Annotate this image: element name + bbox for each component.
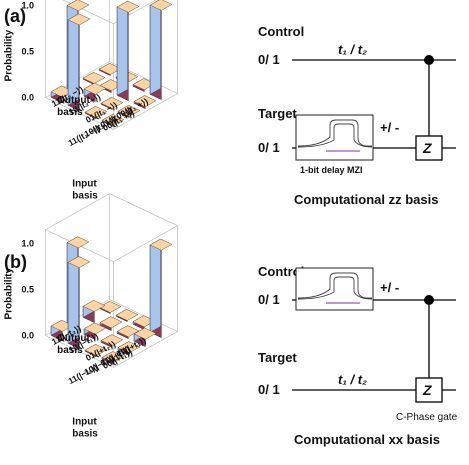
sign-label-a: +/ - — [380, 120, 399, 135]
target-label-a: Target — [258, 106, 297, 121]
input-axis-title: basis — [72, 429, 98, 440]
gate-caption-b: C-Phase gate — [396, 412, 458, 423]
output-axis-title: basis — [57, 345, 83, 356]
bar-3-1 — [84, 343, 108, 357]
output-axis-title: basis — [57, 107, 83, 118]
bar-2-0 — [117, 104, 141, 118]
z-tick-label: 0.5 — [22, 47, 35, 57]
input-axis-title: Input — [72, 417, 97, 428]
bar-3-3 — [50, 85, 74, 103]
time-label-a: t₁ / t₂ — [338, 42, 367, 57]
input-axis-title: Input — [72, 179, 97, 190]
bar-1-1 — [116, 325, 140, 339]
control-state-a: 0/ 1 — [258, 52, 280, 67]
control-label-b: Control — [258, 264, 304, 279]
control-label-a: Control — [258, 24, 304, 39]
bar-2-2 — [83, 322, 107, 340]
mzi-b — [295, 267, 374, 311]
panel-b: (b) 1.00.50.0Probability00(|+t₁⟩)01(|+t₂… — [4, 193, 458, 447]
circuit-a: Control 0/ 1 t₁ / t₂ Target 0/ 1 1-bit d… — [258, 24, 456, 207]
z-tick-label: 0.5 — [22, 285, 35, 295]
target-state-b: 0/ 1 — [258, 382, 280, 397]
input-tick-label: 11(|−t₂⟩) — [67, 362, 100, 386]
bar-2-1 — [100, 334, 124, 348]
z-tick-label: 1.0 — [22, 239, 35, 249]
input-tick-label: 11(|t₂ −⟩) — [67, 123, 102, 148]
bar-3-1 — [84, 105, 108, 119]
chart-b: 1.00.50.0Probability00(|+t₁⟩)01(|+t₂⟩)10… — [4, 193, 179, 440]
bar-3-0 — [101, 113, 125, 127]
bar-1-0 — [133, 327, 157, 347]
output-axis-title: Output — [57, 95, 90, 106]
bar-3-2 — [67, 13, 91, 111]
z-gate-label-a: Z — [422, 140, 432, 156]
time-label-b: t₁ / t₂ — [338, 372, 367, 387]
z-gate-label-b: Z — [422, 382, 432, 398]
bar-0-0 — [149, 238, 173, 338]
bar-2-2 — [83, 82, 107, 102]
bar-3-0 — [101, 351, 125, 365]
basis-title-b: Computational xx basis — [294, 432, 440, 447]
bar-2-1 — [100, 96, 124, 110]
z-tick-label: 0.0 — [22, 93, 35, 103]
control-state-b: 0/ 1 — [258, 292, 280, 307]
output-axis-title: Output — [57, 333, 90, 344]
z-axis-label: Probability — [4, 29, 15, 81]
bar-1-2 — [99, 316, 123, 331]
bar-0-0 — [149, 0, 173, 100]
mzi-label-a: 1-bit delay MZI — [300, 165, 363, 175]
z-gate-a — [415, 135, 443, 161]
z-gate-b — [415, 377, 443, 403]
input-axis-title: basis — [72, 191, 98, 202]
z-tick-label: 1.0 — [22, 1, 35, 11]
basis-title-a: Computational zz basis — [294, 192, 438, 207]
mzi-a: 1-bit delay MZI — [295, 114, 374, 175]
bar-1-3 — [82, 299, 106, 323]
target-label-b: Target — [258, 350, 297, 365]
circuit-b: Control 0/ 1 +/ - Target 0/ 1 t₁ / t₂ Z … — [258, 264, 458, 447]
bar-2-0 — [117, 341, 141, 356]
bar-3-2 — [67, 255, 91, 349]
z-axis-label: Probability — [4, 267, 15, 319]
sign-label-b: +/ - — [380, 280, 399, 295]
panel-a-label: (a) — [4, 6, 26, 26]
target-state-a: 0/ 1 — [258, 140, 280, 155]
panel-b-label: (b) — [4, 252, 27, 272]
z-tick-label: 0.0 — [22, 331, 35, 341]
bar-0-1 — [132, 315, 156, 330]
bar-0-2 — [115, 308, 139, 322]
bar-1-0 — [133, 95, 157, 109]
bar-1-1 — [116, 0, 140, 101]
